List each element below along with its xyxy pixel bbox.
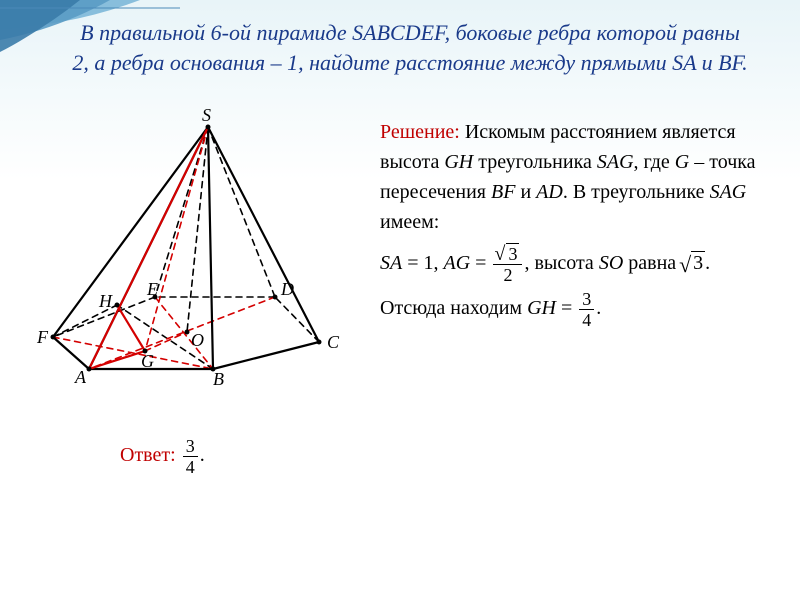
sol-g1: G	[675, 151, 689, 173]
sol-eq3: =	[556, 297, 577, 319]
sol-t6: . В треугольнике	[563, 181, 710, 203]
sol-t9: равна	[623, 252, 681, 274]
solution-paragraph-2: SA = 1, AG = 3 2 , высота SO равна 3.	[380, 245, 770, 284]
frac2-num: 3	[579, 290, 594, 310]
sol-sa: SA	[380, 252, 402, 274]
answer-label: Ответ:	[120, 444, 176, 466]
sol-sag1: SAG	[597, 151, 634, 173]
frac-sqrt3-over-2: 3 2	[493, 245, 522, 284]
sol-gh2: GH	[527, 297, 556, 319]
solution-label: Решение:	[380, 121, 460, 143]
sqrt3-val: 3	[691, 251, 705, 274]
sol-ad: AD	[536, 181, 563, 203]
svg-text:C: C	[327, 332, 340, 352]
solution-paragraph-3: Отсюда находим GH = 3 4 .	[380, 290, 770, 329]
svg-text:A: A	[74, 367, 87, 387]
svg-text:O: O	[191, 330, 204, 350]
answer-fraction: 3 4	[183, 437, 198, 476]
sol-bf: BF	[491, 181, 515, 203]
svg-text:H: H	[98, 291, 113, 311]
problem-title-area: В правильной 6-ой пирамиде SABCDEF, боко…	[0, 0, 800, 87]
solution-paragraph-1: Решение: Искомым расстоянием является вы…	[380, 117, 770, 237]
answer-frac-num: 3	[183, 437, 198, 457]
solution-column: Решение: Искомым расстоянием является вы…	[370, 107, 770, 476]
sol-sag2: SAG	[710, 181, 747, 203]
svg-text:E: E	[146, 279, 158, 299]
sqrt3: 3	[681, 248, 705, 278]
frac1-num: 3	[493, 245, 522, 265]
sol-t8: , высота	[524, 252, 598, 274]
answer-block: Ответ: 3 4 .	[120, 437, 370, 476]
sol-t5: и	[515, 181, 536, 203]
sol-gh1: GH	[444, 151, 473, 173]
frac2-den: 4	[579, 310, 594, 329]
svg-text:G: G	[141, 351, 154, 371]
sol-t3: , где	[634, 151, 675, 173]
sol-eq2: =	[470, 252, 491, 274]
answer-dot: .	[200, 444, 205, 466]
sol-ag: AG	[444, 252, 471, 274]
svg-text:S: S	[202, 107, 211, 125]
sol-t2: треугольника	[473, 151, 597, 173]
answer-frac-den: 4	[183, 457, 198, 476]
frac1-den: 2	[493, 265, 522, 284]
diagram-column: S A B C D E F O G H Ответ: 3 4 .	[30, 107, 370, 476]
sol-t7: имеем:	[380, 211, 439, 233]
sol-dot2: .	[705, 252, 710, 274]
sol-t10: Отсюда находим	[380, 297, 527, 319]
content-row: SABCDEFOGH Ответ: 3 4 . Решение: Искомым…	[0, 87, 800, 476]
svg-text:D: D	[280, 279, 294, 299]
sol-so: SO	[599, 252, 623, 274]
pyramid-diagram: S A B C D E F O G H	[30, 107, 350, 407]
sol-eq1: = 1,	[402, 252, 443, 274]
frac1-num-val: 3	[506, 243, 519, 264]
sol-dot3: .	[596, 297, 601, 319]
frac-3-over-4: 3 4	[579, 290, 594, 329]
svg-text:F: F	[36, 327, 49, 347]
problem-title: В правильной 6-ой пирамиде SABCDEF, боко…	[70, 18, 750, 77]
svg-text:B: B	[213, 369, 224, 389]
